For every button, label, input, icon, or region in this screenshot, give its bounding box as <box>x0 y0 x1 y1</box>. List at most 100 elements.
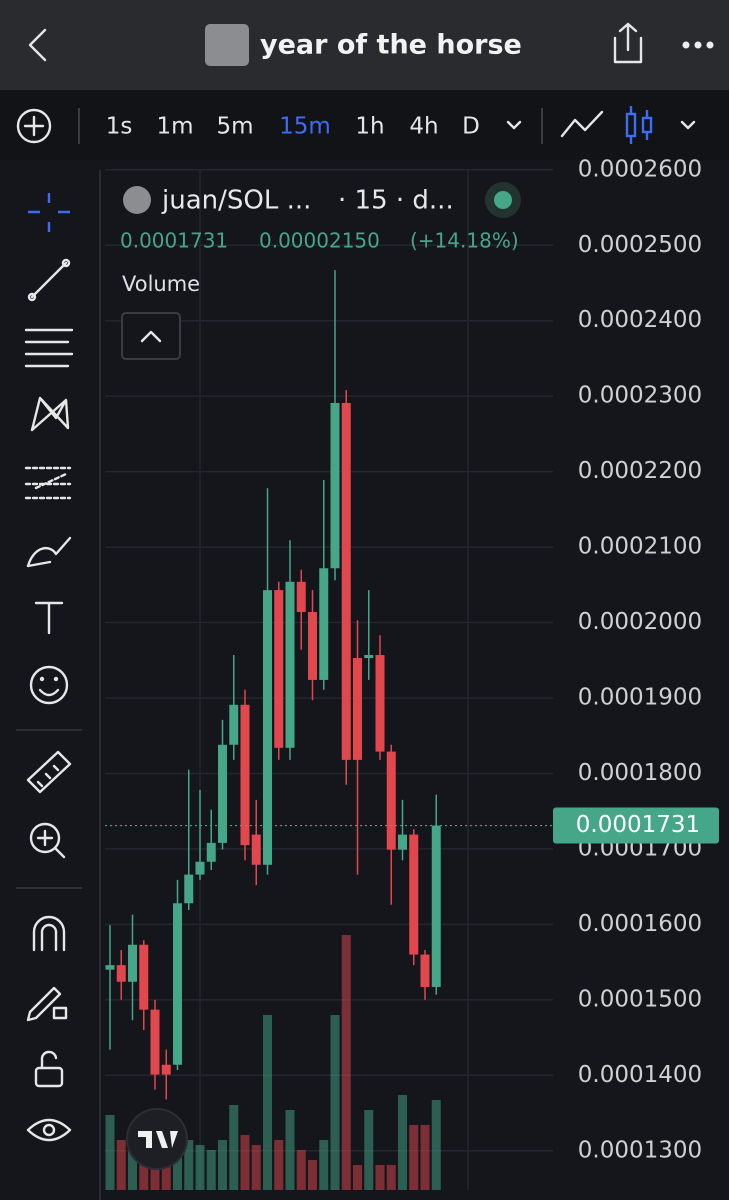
line-chart-button[interactable] <box>560 110 604 138</box>
title: year of the horse <box>260 30 522 61</box>
text-tool[interactable] <box>34 601 64 635</box>
candle-body <box>296 581 306 612</box>
chart-type-dropdown[interactable] <box>680 120 696 130</box>
top-bar <box>0 0 729 90</box>
tool-column <box>16 193 82 1142</box>
candle-body <box>420 954 430 988</box>
more-button[interactable] <box>682 41 714 49</box>
study-label: Volume <box>122 272 200 296</box>
ruler-tool[interactable] <box>26 750 72 794</box>
volume-bar <box>386 1165 396 1190</box>
brush-tool[interactable] <box>26 536 72 568</box>
candle-body <box>386 751 396 850</box>
candle-body <box>409 834 419 955</box>
y-tick-label: 0.0001800 <box>578 760 702 786</box>
projection-tool[interactable] <box>24 466 72 500</box>
lock-tool[interactable] <box>34 1050 64 1088</box>
volume-bar <box>296 1150 306 1190</box>
y-tick-label: 0.0002500 <box>578 232 702 258</box>
add-button[interactable] <box>16 108 52 144</box>
emoji-tool[interactable] <box>29 665 69 705</box>
magnet-tool[interactable] <box>32 915 66 952</box>
volume-bar <box>229 1105 239 1190</box>
volume-bar <box>150 1160 160 1190</box>
interval-button[interactable]: 1h <box>355 114 384 140</box>
collapse-button[interactable] <box>121 312 181 360</box>
candle-chart-button[interactable] <box>625 106 653 144</box>
volume-bar <box>330 1015 340 1190</box>
volume-bar <box>420 1125 430 1190</box>
interval-button[interactable]: D <box>462 114 480 140</box>
avatar <box>205 24 249 66</box>
volume-bar <box>285 1110 295 1190</box>
status-dot <box>494 191 512 209</box>
candle-body <box>308 611 317 680</box>
grid <box>105 169 553 1152</box>
candle-body <box>173 903 182 1065</box>
volume-bar <box>206 1150 216 1190</box>
volume-bar <box>128 1130 137 1190</box>
interval-button[interactable]: 4h <box>409 114 438 140</box>
candle-body <box>341 402 351 760</box>
candle-body <box>184 874 194 904</box>
volume-bar <box>139 1150 149 1190</box>
legend-change-pct: (+14.18%) <box>410 229 519 253</box>
y-tick-label: 0.0002400 <box>578 307 702 333</box>
interval-button[interactable]: 5m <box>216 114 253 140</box>
volume-bar <box>341 935 351 1190</box>
crosshair-tool[interactable] <box>28 193 70 232</box>
volume-bar <box>364 1110 374 1190</box>
candle-body <box>319 568 329 680</box>
volume-bar <box>161 1165 171 1190</box>
y-tick-label: 0.0002000 <box>578 609 702 635</box>
candle-body <box>139 944 149 1010</box>
y-tick-label: 0.0001600 <box>578 911 702 937</box>
candle-body <box>364 655 374 659</box>
candle-body <box>116 965 126 982</box>
volume-bar <box>263 1015 272 1190</box>
interval-button[interactable]: 15m <box>279 114 331 140</box>
candle-body <box>229 704 239 745</box>
lock-draw-tool[interactable] <box>26 986 68 1022</box>
volume-bar <box>398 1095 407 1190</box>
share-button[interactable] <box>613 22 643 64</box>
candle-body <box>150 1009 160 1075</box>
candle-body <box>285 581 295 748</box>
candle-body <box>375 655 385 752</box>
logo-mark <box>138 1131 178 1148</box>
volume-bar <box>116 1140 126 1190</box>
y-tick-label: 0.0001900 <box>578 685 702 711</box>
interval-dropdown[interactable] <box>506 120 522 130</box>
candle-body <box>218 744 227 843</box>
back-button[interactable] <box>28 28 47 62</box>
interval-list: 1s 1m 5m 15m 1h 4h D <box>106 114 480 140</box>
pattern-tool[interactable] <box>30 396 70 432</box>
volume-bar <box>218 1140 227 1190</box>
candle-body <box>105 965 115 970</box>
candle-body <box>161 1064 171 1075</box>
volume-bar <box>240 1135 250 1190</box>
trend-line-tool[interactable] <box>27 258 71 302</box>
interval-button[interactable]: 1m <box>156 114 193 140</box>
interval-button[interactable]: 1s <box>106 114 133 140</box>
volume-bar <box>375 1165 385 1190</box>
y-tick-label: 0.0002600 <box>578 156 702 182</box>
y-tick-label: 0.0002100 <box>578 534 702 560</box>
volume-bar <box>353 1165 362 1190</box>
y-tick-label: 0.0001400 <box>578 1062 702 1088</box>
y-tick-label: 0.0001500 <box>578 986 702 1012</box>
price-axis: 0.0001300 0.0001400 0.0001500 0.0001600 0.00… <box>553 156 719 1163</box>
zoom-tool[interactable] <box>29 822 66 859</box>
fib-tool[interactable] <box>24 328 74 368</box>
volume-bar <box>274 1140 284 1190</box>
toolbar <box>0 90 729 160</box>
y-tick-label: 0.0002300 <box>578 383 702 409</box>
candle-body <box>330 402 340 569</box>
volume-bar <box>308 1160 317 1190</box>
symbol-icon <box>123 186 151 214</box>
visibility-tool[interactable] <box>26 1118 72 1142</box>
collapse-icon <box>140 330 162 343</box>
candle-body <box>128 944 137 982</box>
candle-body <box>398 834 407 850</box>
candle-body <box>263 590 272 865</box>
